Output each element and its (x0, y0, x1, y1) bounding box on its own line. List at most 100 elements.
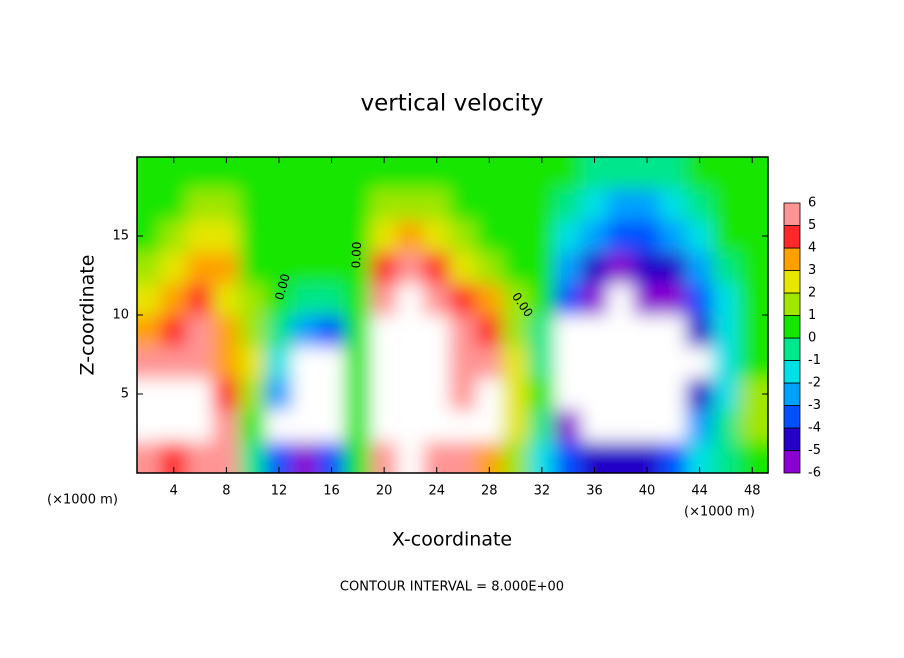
cell (265, 377, 293, 411)
x-tick-label: 32 (534, 484, 551, 499)
cell (317, 282, 346, 316)
cell (607, 157, 635, 190)
x-unit-label: (×1000 m) (684, 505, 755, 520)
cell (160, 219, 188, 253)
cell (212, 188, 241, 221)
cell (291, 219, 319, 253)
x-tick-label: 12 (271, 484, 288, 499)
cell (212, 346, 241, 379)
colorbar-label: 2 (808, 286, 816, 301)
colorbar-box (783, 247, 801, 271)
cell (580, 219, 609, 253)
cell (344, 314, 372, 348)
cell (291, 440, 319, 473)
cell (423, 251, 451, 284)
cell (317, 188, 346, 221)
cell (554, 219, 582, 253)
cell (370, 346, 398, 379)
cell (528, 409, 556, 442)
cell (685, 282, 714, 316)
cell (449, 157, 477, 190)
cell (317, 251, 346, 284)
cell (137, 440, 162, 473)
y-tick-label: 5 (121, 387, 129, 402)
cell (370, 219, 398, 253)
contour-label: 0.00 (272, 272, 292, 301)
cell (738, 314, 768, 348)
cell (528, 377, 556, 411)
cell (712, 188, 740, 221)
cell (633, 188, 661, 221)
cell (528, 346, 556, 379)
cell (291, 314, 319, 348)
cell (212, 314, 241, 348)
cell (291, 282, 319, 316)
cell (685, 219, 714, 253)
cell (344, 188, 372, 221)
cell (423, 188, 451, 221)
cell (738, 282, 768, 316)
cell (239, 346, 267, 379)
colorbar-box (783, 360, 801, 384)
cell (685, 188, 714, 221)
cell (291, 251, 319, 284)
cell (423, 346, 451, 379)
cell (370, 377, 398, 411)
cell (370, 282, 398, 316)
cell (580, 346, 609, 379)
cell (712, 282, 740, 316)
cell (607, 409, 635, 442)
cell (501, 282, 530, 316)
cell (501, 157, 530, 190)
colorbar-box (783, 315, 801, 339)
cell (580, 314, 609, 348)
contour-interval: CONTOUR INTERVAL = 8.000E+00 (340, 580, 564, 595)
colorbar-box (783, 337, 801, 361)
overlay: 4 8 12 16 20 24 28 32 36 40 44 48510150.000.000.00-… (112, 156, 821, 499)
cell (239, 377, 267, 411)
cell (554, 440, 582, 473)
cell (475, 346, 503, 379)
cell (186, 219, 214, 253)
cell (291, 188, 319, 221)
cell (160, 346, 188, 379)
cell (137, 251, 162, 284)
colorbar-box (783, 382, 801, 406)
cell (554, 251, 582, 284)
x-tick-label: 48 (744, 484, 761, 499)
cell (186, 440, 214, 473)
cell (370, 409, 398, 442)
cell (239, 282, 267, 316)
cell (580, 251, 609, 284)
cell (528, 251, 556, 284)
cell (607, 440, 635, 473)
cell (137, 409, 162, 442)
cell (186, 282, 214, 316)
x-tick-label: 16 (323, 484, 340, 499)
cell (659, 219, 687, 253)
cell (186, 409, 214, 442)
cell (607, 314, 635, 348)
y-tick-label: 10 (112, 308, 129, 323)
cell (137, 314, 162, 348)
cell (344, 251, 372, 284)
cell (370, 314, 398, 348)
cell (554, 314, 582, 348)
colorbar-box (783, 202, 801, 226)
cell (344, 440, 372, 473)
cell (265, 219, 293, 253)
cell (554, 377, 582, 411)
colorbar-box (783, 270, 801, 294)
cell (685, 314, 714, 348)
cell (265, 314, 293, 348)
cell (239, 440, 267, 473)
cell (633, 282, 661, 316)
cell (344, 282, 372, 316)
cells (137, 157, 768, 473)
cell (659, 314, 687, 348)
cell (370, 188, 398, 221)
cell (659, 440, 687, 473)
cell (137, 377, 162, 411)
cell (423, 377, 451, 411)
